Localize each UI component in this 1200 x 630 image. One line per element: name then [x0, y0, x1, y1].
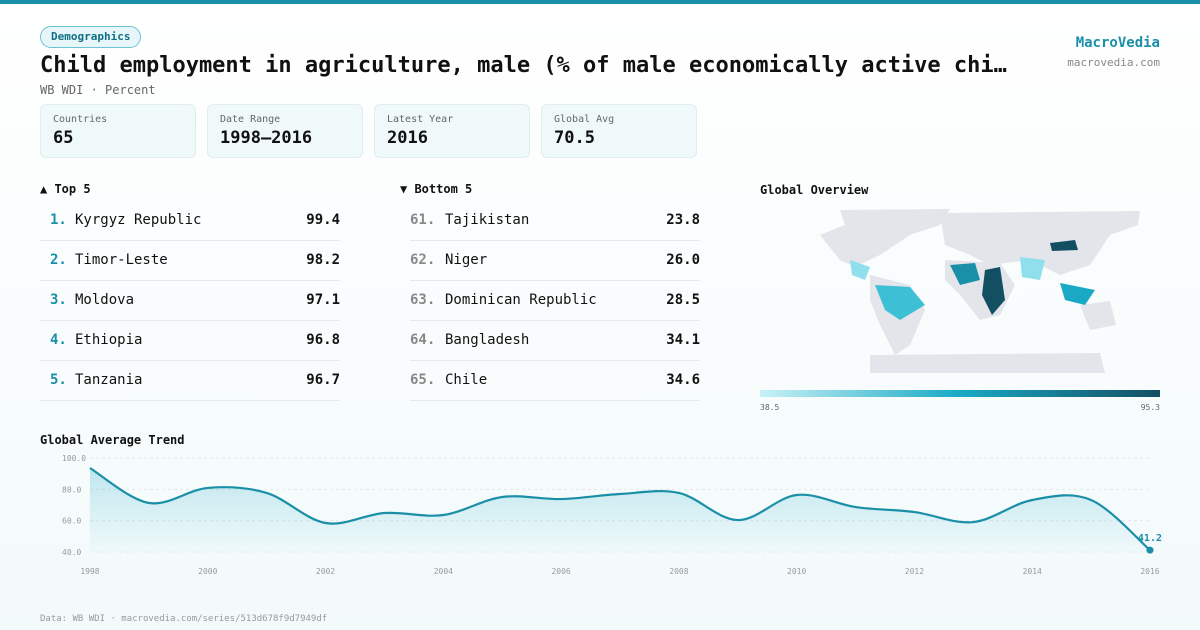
bottom-title: ▼ Bottom 5	[400, 182, 473, 196]
country: Timor-Leste	[75, 252, 168, 268]
x-tick-label: 2016	[1140, 567, 1159, 576]
stat-value: 70.5	[554, 128, 595, 148]
rank-row: 61. Tajikistan 23.8	[410, 200, 700, 241]
scale-min: 38.5	[760, 403, 779, 412]
brand[interactable]: MacroVedia	[1075, 35, 1160, 51]
rank: 5.	[50, 372, 67, 388]
rank: 2.	[50, 252, 67, 268]
country: Kyrgyz Republic	[75, 212, 202, 228]
map-title: Global Overview	[760, 183, 869, 197]
x-tick-label: 2012	[905, 567, 924, 576]
stat-value: 65	[53, 128, 74, 148]
stat-value: 2016	[387, 128, 428, 148]
area	[90, 468, 1150, 552]
top-title: ▲ Top 5	[40, 182, 91, 196]
rank: 62.	[410, 252, 436, 268]
x-tick-label: 2008	[669, 567, 688, 576]
stat-card: Latest Year 2016	[374, 104, 530, 158]
y-tick-label: 80.0	[62, 485, 81, 494]
country: Tajikistan	[445, 212, 530, 228]
stat-label: Latest Year	[387, 114, 454, 125]
category-tag[interactable]: Demographics	[40, 26, 142, 48]
line	[89, 467, 1151, 551]
country: Moldova	[75, 292, 135, 308]
highlighted-countries	[850, 240, 1095, 320]
value: 34.6	[666, 372, 700, 388]
country: Tanzania	[75, 372, 143, 388]
x-tick-label: 1998	[80, 567, 99, 576]
y-tick-label: 100.0	[62, 454, 86, 463]
rank: 1.	[50, 212, 67, 228]
top-bar	[0, 0, 1200, 4]
value: 99.4	[306, 212, 340, 228]
value: 23.8	[666, 212, 700, 228]
rank: 61.	[410, 212, 436, 228]
x-tick-label: 2002	[316, 567, 335, 576]
rank: 64.	[410, 332, 436, 348]
rank-row: 3. Moldova 97.1	[40, 280, 340, 321]
x-tick-label: 2004	[434, 567, 453, 576]
value: 96.7	[306, 372, 340, 388]
value: 97.1	[306, 292, 340, 308]
x-tick-label: 2014	[1023, 567, 1042, 576]
color-scale	[760, 390, 1160, 397]
end-label: 41.2	[1138, 533, 1162, 544]
stat-card: Global Avg 70.5	[541, 104, 697, 158]
map: 38.5 95.3	[760, 209, 1160, 412]
rank: 3.	[50, 292, 67, 308]
value: 98.2	[306, 252, 340, 268]
stat-label: Date Range	[220, 114, 281, 125]
country: Ethiopia	[75, 332, 143, 348]
value: 26.0	[666, 252, 700, 268]
stat-value: 1998–2016	[220, 128, 313, 148]
subtitle: WB WDI · Percent	[40, 83, 156, 97]
country: Bangladesh	[445, 332, 530, 348]
country: Niger	[445, 252, 488, 268]
rank-row: 5. Tanzania 96.7	[40, 360, 340, 401]
scale-max: 95.3	[1141, 403, 1160, 412]
country: Chile	[445, 372, 488, 388]
y-tick-label: 60.0	[62, 517, 81, 526]
stat-label: Global Avg	[554, 114, 615, 125]
x-tick-label: 2006	[551, 567, 570, 576]
value: 34.1	[666, 332, 700, 348]
rank: 4.	[50, 332, 67, 348]
end-point	[1146, 546, 1154, 554]
stat-card: Countries 65	[40, 104, 196, 158]
stat-label: Countries	[53, 114, 108, 125]
page-title: Child employment in agriculture, male (%…	[40, 53, 1007, 78]
rank-row: 2. Timor-Leste 98.2	[40, 240, 340, 281]
rank: 63.	[410, 292, 436, 308]
rank-row: 65. Chile 34.6	[410, 360, 700, 401]
x-tick-label: 2000	[198, 567, 217, 576]
trend-chart: 40.0 60.0 80.0 100.0 1998 2000 2002 2004 2006 200…	[62, 454, 1162, 576]
rank-row: 64. Bangladesh 34.1	[410, 320, 700, 361]
footer: Data: WB WDI · macrovedia.com/series/513…	[40, 614, 328, 624]
rank-row: 1. Kyrgyz Republic 99.4	[40, 200, 340, 241]
rank: 65.	[410, 372, 436, 388]
x-tick-label: 2010	[787, 567, 806, 576]
y-tick-label: 40.0	[62, 548, 81, 557]
value: 28.5	[666, 292, 700, 308]
site[interactable]: macrovedia.com	[1067, 56, 1160, 69]
value: 96.8	[306, 332, 340, 348]
rank-row: 4. Ethiopia 96.8	[40, 320, 340, 361]
trend-title: Global Average Trend	[40, 433, 185, 447]
rank-row: 62. Niger 26.0	[410, 240, 700, 281]
country: Dominican Republic	[445, 292, 597, 308]
stat-card: Date Range 1998–2016	[207, 104, 363, 158]
rank-row: 63. Dominican Republic 28.5	[410, 280, 700, 321]
